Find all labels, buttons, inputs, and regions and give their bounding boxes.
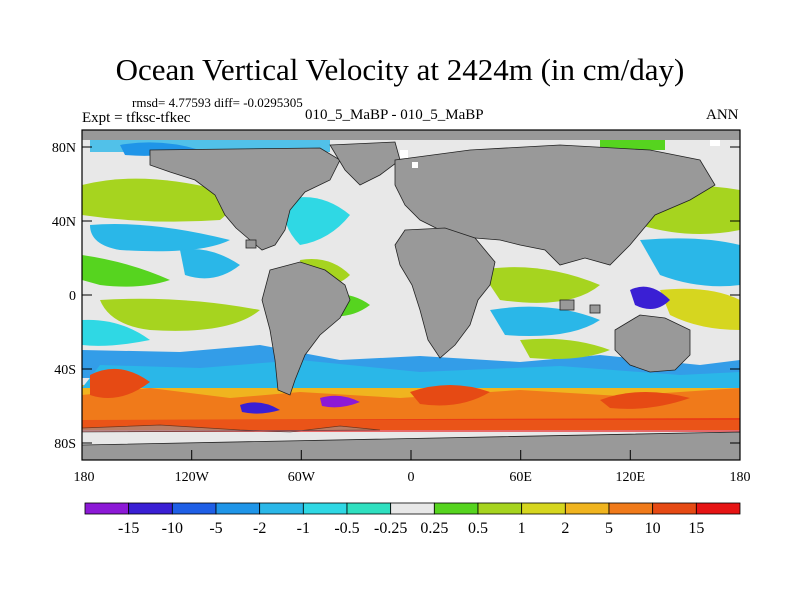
lat-tick-label: 80N: [52, 141, 76, 156]
colorbar-swatch: [171, 502, 217, 515]
stats-label: rmsd= 4.77593 diff= -0.0295305: [132, 95, 303, 110]
colorbar-swatch: [215, 502, 261, 515]
colorbar-swatch: [433, 502, 479, 515]
map-field: [82, 130, 740, 460]
colorbar-label: 10: [645, 520, 661, 537]
colorbar-label: 0.5: [468, 520, 488, 537]
colorbar-label: 1: [518, 520, 526, 537]
colorbar-swatch: [564, 502, 610, 515]
colorbar-label: 5: [605, 520, 613, 537]
colorbar-swatch: [608, 502, 654, 515]
plot-title: Ocean Vertical Velocity at 2424m (in cm/…: [115, 52, 685, 87]
colorbar-label: -5: [209, 520, 222, 537]
land-mask: [82, 141, 740, 460]
lat-axis: [82, 146, 740, 444]
colorbar-swatch: [346, 502, 392, 515]
lon-tick-label: 0: [408, 470, 415, 485]
lon-tick-label: 120E: [616, 470, 646, 485]
colorbar-label: 0.25: [420, 520, 448, 537]
experiment-label: Expt = tfksc-tfkec: [82, 110, 191, 126]
lon-axis: [81, 450, 741, 460]
lon-tick-label: 60W: [288, 470, 316, 485]
lon-tick-label: 180: [74, 470, 95, 485]
colorbar-label: -0.25: [374, 520, 407, 537]
colorbar-label: -2: [253, 520, 266, 537]
colorbar: [84, 502, 741, 515]
lat-tick-label: 40N: [52, 215, 76, 230]
lon-tick-label: 180: [730, 470, 751, 485]
lon-tick-label: 60E: [509, 470, 532, 485]
colorbar-label: -1: [297, 520, 310, 537]
lat-tick-label: 0: [69, 289, 76, 304]
colorbar-label: 2: [561, 520, 569, 537]
case-label: 010_5_MaBP - 010_5_MaBP: [305, 107, 484, 123]
colorbar-swatch: [84, 502, 130, 515]
colorbar-label: -15: [118, 520, 139, 537]
season-label: ANN: [706, 107, 739, 123]
lat-tick-label: 80S: [54, 437, 76, 452]
colorbar-swatch: [390, 502, 435, 515]
colorbar-label: -10: [162, 520, 183, 537]
colorbar-label: 15: [688, 520, 704, 537]
colorbar-swatch: [652, 502, 697, 515]
colorbar-swatch: [477, 502, 523, 515]
lon-tick-label: 120W: [175, 470, 210, 485]
lat-tick-label: 40S: [54, 363, 76, 378]
colorbar-swatch: [521, 502, 566, 515]
colorbar-swatch: [302, 502, 348, 515]
colorbar-swatch: [259, 502, 304, 515]
colorbar-label: -0.5: [334, 520, 359, 537]
colorbar-swatch: [695, 502, 741, 515]
colorbar-swatch: [128, 502, 173, 515]
